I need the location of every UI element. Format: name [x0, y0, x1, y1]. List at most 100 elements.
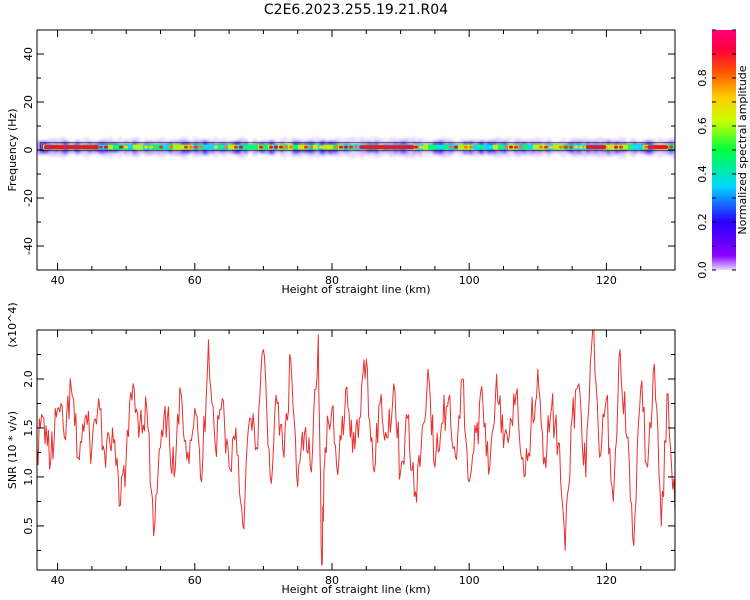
band-core-cell: [159, 145, 163, 149]
band-core-cell: [559, 145, 563, 149]
band-core-cell: [319, 145, 323, 149]
spectrogram-panel: 40 60 80 100 120 40 20 0 -20 -40 Height of strai…: [6, 29, 676, 296]
band-core-cell: [523, 144, 529, 150]
band-core-cell: [284, 145, 288, 149]
band-core-cell: [253, 144, 259, 150]
snr-panel: 40 60 80 100 120 0.5 1.0 1.5 2.0 Height of stra…: [6, 302, 676, 596]
band-core-cell: [469, 145, 473, 149]
snr-y-tick-label: 1.5: [22, 419, 35, 437]
snr-x-tick-label: 120: [596, 574, 617, 587]
band-core-cell: [433, 144, 439, 150]
band-core-cell: [458, 144, 464, 150]
snr-x-ticks: 40 60 80 100 120: [51, 330, 676, 587]
band-core-cell: [473, 144, 479, 150]
band-core-cell: [133, 144, 139, 150]
band-core-cell: [184, 145, 188, 149]
snr-y-ticks: 0.5 1.0 1.5 2.0: [22, 329, 675, 551]
snr-y-axis-label: SNR (10 * v/v): [6, 411, 19, 489]
band-core-cell: [299, 145, 303, 149]
band-core-cell: [564, 145, 568, 149]
snr-y-tick-label: 1.0: [22, 468, 35, 486]
spectrogram-y-ticks: 40 20 0 -20 -40: [22, 29, 675, 271]
colorbar-tick-label: 0.6: [696, 117, 709, 135]
band-core-cell: [443, 144, 449, 150]
band-core-cell: [124, 145, 128, 149]
band-core-cell: [438, 144, 444, 150]
band-core-cell: [349, 145, 353, 149]
colorbar-tick-label: 0.0: [696, 261, 709, 279]
band-core-cell: [619, 145, 623, 149]
colorbar: 0.0 0.2 0.4 0.6 0.8 Normalized spectral ampl…: [696, 29, 749, 279]
band-core-cell: [464, 145, 468, 149]
band-core-cell: [269, 145, 273, 149]
band-core-cell: [414, 145, 418, 149]
band-core-cell: [214, 145, 218, 149]
figure-title: C2E6.2023.255.19.21.R04: [264, 2, 448, 18]
band-core-cell: [544, 145, 548, 149]
band-core-cell: [514, 145, 518, 149]
band-core-cell: [428, 144, 434, 150]
band-core-cell: [178, 144, 184, 150]
band-core-cell: [224, 145, 228, 149]
band-core-cell: [449, 145, 453, 149]
band-core-cell: [628, 144, 634, 150]
band-core-cell: [478, 144, 484, 150]
band-core-cell: [304, 145, 308, 149]
band-dominant-segment: [647, 145, 669, 150]
snr-x-axis-label: Height of straight line (km): [281, 583, 430, 596]
spectrogram-y-tick-label: 40: [22, 47, 35, 61]
spectrogram-y-tick-label: 20: [22, 95, 35, 109]
band-core-cell: [313, 144, 319, 150]
band-core-cell: [334, 145, 338, 149]
band-core-cell: [149, 145, 153, 149]
band-core-cell: [454, 145, 458, 149]
band-core-cell: [533, 144, 539, 150]
spectrogram-x-tick-label: 60: [188, 274, 202, 287]
spectrogram-x-tick-label: 80: [325, 274, 339, 287]
band-core-cell: [289, 145, 293, 149]
band-core-cell: [419, 145, 423, 149]
spectrogram-y-axis-label: Frequency (Hz): [6, 109, 19, 192]
band-core-cell: [528, 144, 534, 150]
snr-scale-label: (x10^4): [6, 302, 19, 347]
band-core-cell: [574, 145, 578, 149]
band-dominant-segment: [585, 145, 607, 150]
band-core-cell: [104, 145, 108, 149]
snr-x-tick-label: 100: [459, 574, 480, 587]
band-core-cell: [569, 145, 573, 149]
band-core-cell: [144, 145, 148, 149]
band-core-cell: [119, 145, 123, 149]
snr-x-tick-label: 80: [325, 574, 339, 587]
band-core-cell: [633, 144, 639, 150]
band-core-cell: [163, 144, 169, 150]
band-core-cell: [203, 144, 209, 150]
band-core-cell: [423, 144, 429, 150]
colorbar-tick-label: 0.4: [696, 165, 709, 183]
band-core-cell: [194, 145, 198, 149]
band-core-cell: [498, 144, 504, 150]
band-core-cell: [623, 144, 629, 150]
spectrogram-x-tick-label: 100: [459, 274, 480, 287]
band-core-cell: [218, 144, 224, 150]
band-core-cell: [234, 145, 238, 149]
band-core-cell: [638, 144, 644, 150]
band-core-cell: [113, 144, 119, 150]
band-dominant-segment: [43, 145, 99, 150]
band-core-cell: [669, 145, 673, 149]
band-core-cell: [293, 144, 299, 150]
band-core-cell: [248, 144, 254, 150]
band-core-cell: [549, 145, 553, 149]
spectrogram-x-tick-label: 120: [596, 274, 617, 287]
snr-x-tick-label: 60: [188, 574, 202, 587]
band-core-cell: [488, 144, 494, 150]
band-core-cell: [108, 144, 114, 150]
band-core-cell: [504, 145, 508, 149]
band-core-cell: [309, 145, 313, 149]
snr-y-tick-label: 2.0: [22, 370, 35, 388]
band-core-cell: [324, 145, 328, 149]
band-core-cell: [274, 145, 278, 149]
band-dominant-segment: [359, 145, 415, 150]
band-core-cell: [483, 144, 489, 150]
band-core-cell: [243, 144, 249, 150]
spectral-band: [37, 136, 675, 159]
